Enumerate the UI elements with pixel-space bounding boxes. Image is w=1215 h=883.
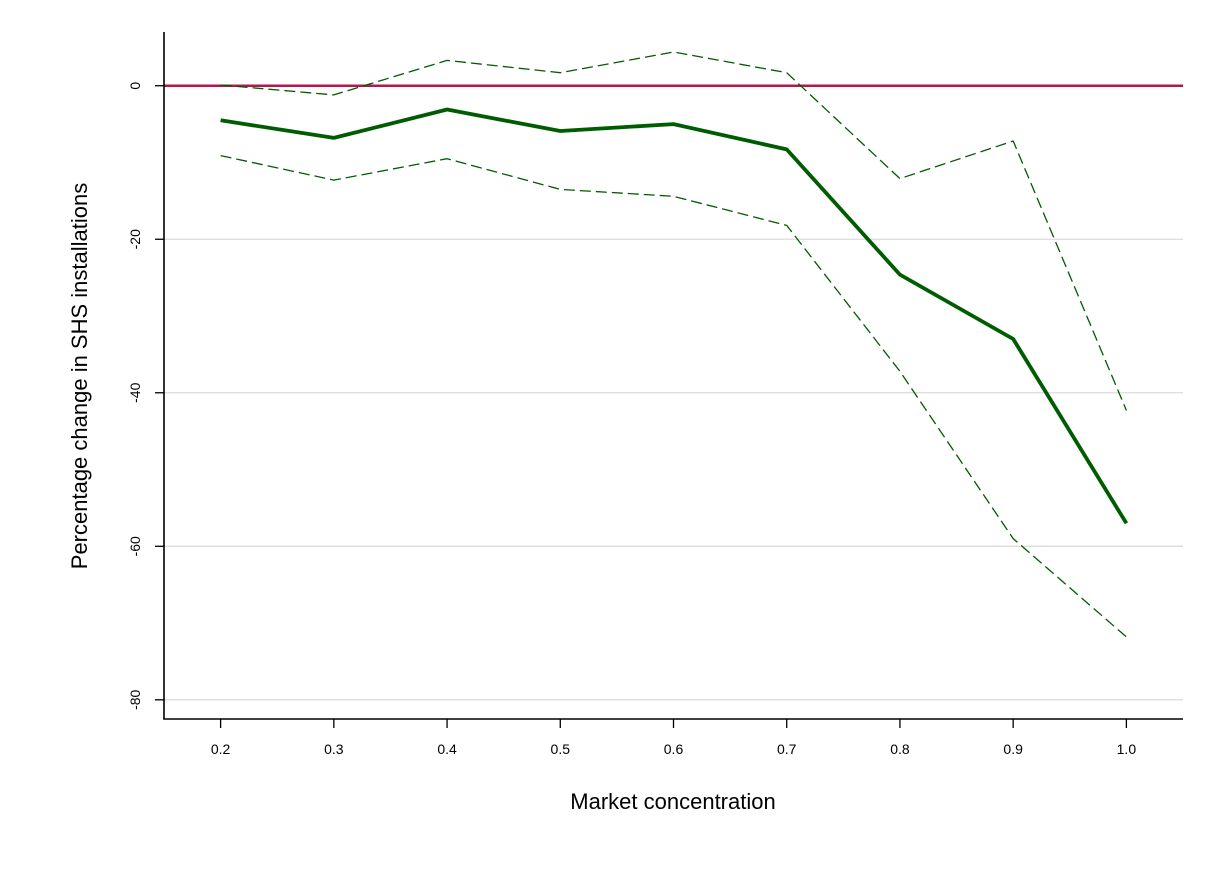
x-tick-label: 0.7 xyxy=(777,741,797,757)
x-tick-label: 0.4 xyxy=(437,741,457,757)
axes xyxy=(155,32,1183,728)
x-tick-labels: 0.2 0.3 0.4 0.5 0.6 0.7 0.8 0.9 1.0 xyxy=(211,741,1136,757)
x-tick-label: 0.6 xyxy=(664,741,684,757)
y-tick-label: -60 xyxy=(127,536,143,556)
upper-ci-line xyxy=(220,51,1127,411)
gridlines xyxy=(164,238,1183,701)
y-axis-title: Percentage change in SHS installations xyxy=(67,183,92,569)
y-tick-label: -80 xyxy=(127,689,143,709)
x-tick-label: 0.3 xyxy=(324,741,344,757)
y-tick-label: -20 xyxy=(127,229,143,249)
series-lines xyxy=(220,51,1129,638)
y-tick-label: -40 xyxy=(127,382,143,402)
lower-ci-line xyxy=(220,154,1127,638)
x-tick-label: 0.9 xyxy=(1003,741,1023,757)
y-tick-label: 0 xyxy=(127,82,143,90)
estimate-line xyxy=(220,107,1129,525)
x-axis-title: Market concentration xyxy=(570,789,775,814)
x-tick-label: 0.5 xyxy=(551,741,571,757)
y-tick-labels: 0 -20 -40 -60 -80 xyxy=(127,82,143,710)
x-tick-label: 0.2 xyxy=(211,741,231,757)
x-tick-label: 1.0 xyxy=(1117,741,1137,757)
x-tick-label: 0.8 xyxy=(890,741,910,757)
